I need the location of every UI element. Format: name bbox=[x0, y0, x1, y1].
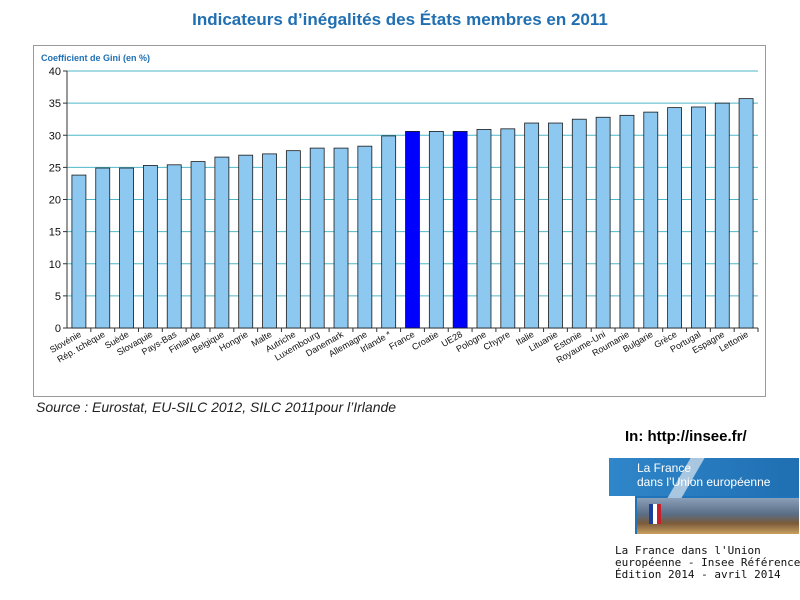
bar bbox=[714, 102, 730, 329]
bar bbox=[643, 111, 659, 329]
bar bbox=[428, 130, 444, 329]
source-note: Source : Eurostat, EU-SILC 2012, SILC 20… bbox=[36, 399, 397, 415]
y-tick-label: 20 bbox=[49, 195, 61, 207]
cover-title: La France dans l’Union européenne bbox=[637, 461, 770, 489]
bar bbox=[357, 145, 373, 329]
bar bbox=[452, 130, 468, 329]
bar bbox=[667, 107, 683, 329]
bar bbox=[381, 135, 397, 329]
bar bbox=[476, 129, 492, 329]
x-tick-label: Croatie bbox=[410, 329, 440, 352]
y-tick-label: 15 bbox=[49, 227, 61, 239]
bar bbox=[190, 161, 206, 329]
bar bbox=[71, 174, 87, 329]
cover-edge bbox=[609, 496, 635, 534]
x-tick-label: Chypre bbox=[482, 329, 512, 352]
bar bbox=[595, 116, 611, 329]
bar bbox=[548, 122, 563, 329]
credit-link[interactable]: In: http://insee.fr/ bbox=[625, 428, 747, 445]
y-tick-label: 35 bbox=[49, 98, 61, 110]
bar bbox=[500, 128, 516, 329]
cover-title-line2: dans l’Union européenne bbox=[637, 475, 771, 489]
bar bbox=[691, 106, 706, 329]
y-tick-label: 40 bbox=[49, 66, 61, 78]
bar bbox=[571, 118, 587, 329]
y-tick-label: 0 bbox=[55, 323, 61, 335]
page-title: Indicateurs d’inégalités des États membr… bbox=[192, 10, 608, 29]
y-tick-label: 10 bbox=[49, 259, 61, 271]
bar bbox=[619, 114, 635, 329]
bar bbox=[405, 130, 420, 329]
bar bbox=[738, 98, 754, 329]
bar bbox=[166, 164, 182, 329]
flag-icon bbox=[649, 504, 661, 524]
cover-caption: La France dans l'Union européenne - Inse… bbox=[615, 545, 800, 581]
bar bbox=[333, 147, 349, 329]
y-axis-label: Coefficient de Gini (en %) bbox=[41, 53, 150, 63]
bar bbox=[262, 153, 277, 329]
y-tick-label: 25 bbox=[49, 162, 61, 174]
bar bbox=[119, 167, 134, 329]
bar bbox=[285, 150, 301, 329]
y-tick-label: 5 bbox=[55, 291, 61, 303]
cover-title-line1: La France bbox=[637, 461, 692, 475]
cover-caption-line2: européenne - Insee Références bbox=[615, 556, 800, 569]
bar bbox=[309, 147, 325, 329]
y-tick-label: 30 bbox=[49, 130, 61, 142]
bar bbox=[95, 167, 111, 329]
cover-band bbox=[609, 458, 799, 496]
bar bbox=[142, 165, 158, 329]
cover-photo bbox=[637, 498, 799, 534]
bar bbox=[238, 154, 254, 329]
cover-caption-line1: La France dans l'Union bbox=[615, 544, 761, 557]
bar bbox=[214, 156, 230, 329]
cover-caption-line3: Édition 2014 - avril 2014 bbox=[615, 568, 781, 581]
publication-cover: La France dans l’Union européenne bbox=[609, 458, 799, 534]
bar bbox=[524, 122, 540, 329]
bar-chart: Coefficient de Gini (en %) 0 5 10 15 20 25 30 35… bbox=[41, 53, 759, 365]
